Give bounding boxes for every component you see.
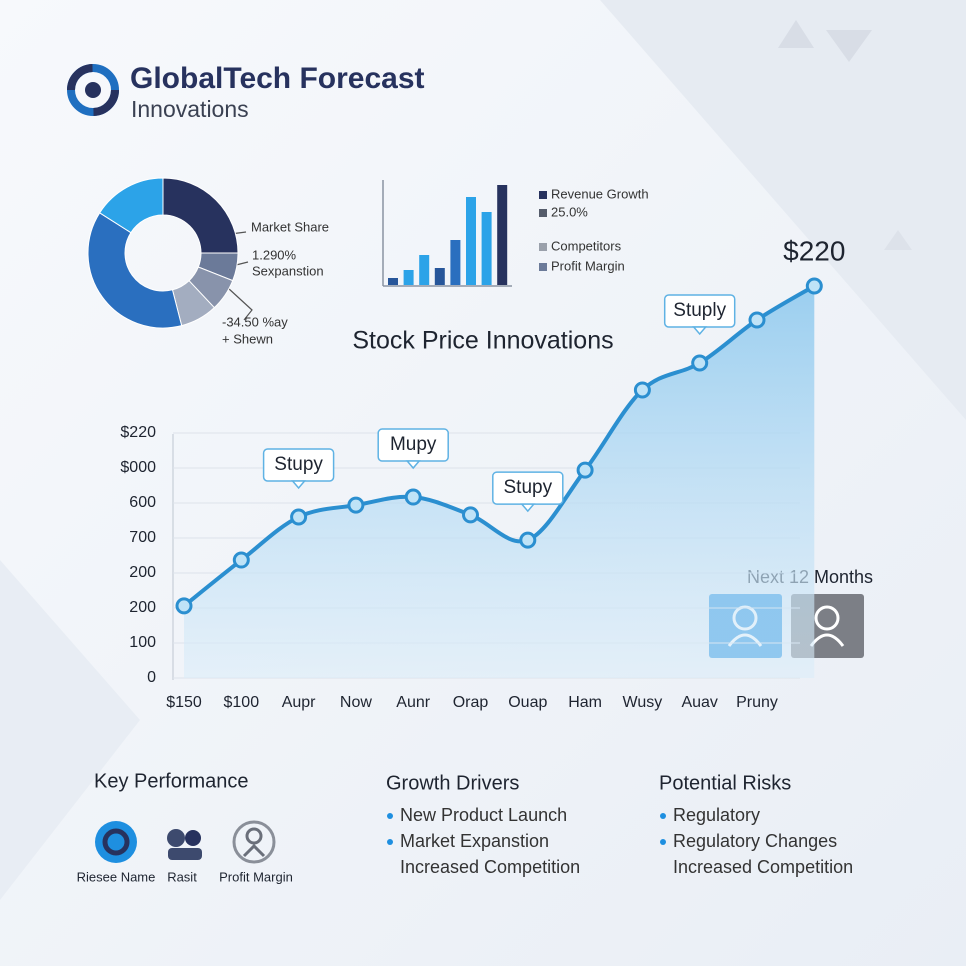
- x-tick-label: Orap: [453, 694, 489, 711]
- x-tick-label: Ouap: [508, 694, 547, 711]
- bg-shape: [778, 20, 814, 48]
- y-tick-label: 200: [129, 564, 156, 581]
- point: [404, 488, 422, 506]
- y-tick-label: 700: [129, 529, 156, 546]
- x-tick-label: Wusy: [623, 694, 663, 711]
- bg-shape: [0, 560, 140, 900]
- point: [175, 597, 193, 615]
- point: [462, 506, 479, 524]
- donut-slice: [162, 177, 239, 254]
- kpi-icon: [232, 820, 276, 864]
- list-item: Increased Competition: [400, 857, 580, 877]
- x-tick-label: Auav: [681, 694, 717, 711]
- callout-tip: [692, 326, 708, 336]
- legend-label: 25.0%: [551, 204, 588, 219]
- value-label: Stuply: [673, 300, 726, 321]
- point: [232, 551, 250, 569]
- bg-shape: [884, 230, 912, 250]
- bar-axes: [382, 180, 512, 287]
- point: [519, 531, 537, 549]
- x-tick-label: Ham: [568, 694, 602, 711]
- annotation: 1.290%: [252, 247, 297, 262]
- list-item: Increased Competition: [673, 857, 853, 877]
- value-label: $220: [783, 235, 845, 266]
- annotation: Sexpanstion: [252, 263, 324, 278]
- section-title: Potential Risks: [659, 772, 791, 794]
- bg-shape: [826, 30, 872, 62]
- area: [184, 286, 815, 678]
- section-title: Key Performance: [94, 770, 249, 792]
- bullet: [387, 839, 393, 845]
- x-tick-label: Pruny: [736, 694, 778, 711]
- bullet: [660, 813, 666, 819]
- value-label: Stupy: [504, 477, 553, 498]
- bar: [419, 255, 430, 285]
- list-item: Regulatory: [673, 805, 760, 825]
- donut-slice: [87, 212, 183, 329]
- x-tick-label: $150: [166, 694, 202, 711]
- y-tick-label: $000: [120, 459, 156, 476]
- point: [576, 461, 594, 479]
- y-tick-label: 100: [129, 634, 156, 651]
- x-tick-label: $100: [224, 694, 260, 711]
- callout-tip: [520, 503, 536, 513]
- y-tick-label: 0: [147, 669, 156, 686]
- kpi-label: Riesee Name: [77, 869, 156, 884]
- subtitle: Innovations: [131, 96, 249, 122]
- legend-label: Profit Margin: [551, 258, 625, 273]
- bar: [403, 270, 414, 285]
- donut-slice: [98, 177, 164, 234]
- annotation: Market Share: [251, 219, 329, 234]
- kpi-icon: [95, 821, 137, 863]
- x-tick-label: Aupr: [282, 694, 316, 711]
- title: GlobalTech Forecast: [130, 62, 425, 95]
- point: [347, 496, 365, 514]
- point: [805, 277, 823, 295]
- bar: [497, 185, 508, 285]
- x-tick-label: Now: [340, 694, 372, 711]
- callout-tip: [290, 480, 307, 490]
- legend-swatch: [539, 209, 547, 217]
- point: [633, 381, 651, 399]
- x-tick-label: Aunr: [396, 694, 430, 711]
- legend-swatch: [539, 263, 547, 271]
- annotation: -34.50 %ay: [222, 314, 288, 329]
- bar: [450, 240, 461, 285]
- kpi-label: Rasit: [167, 869, 197, 884]
- list-item: Market Expanstion: [400, 831, 549, 851]
- y-tick-label: 600: [129, 494, 156, 511]
- list-item: Regulatory Changes: [673, 831, 837, 851]
- legend-label: Revenue Growth: [551, 186, 649, 201]
- legend-label: Competitors: [551, 238, 622, 253]
- bg-shape: [600, 0, 966, 420]
- bar: [388, 278, 398, 285]
- callout-tip: [405, 460, 421, 470]
- kpi-icon: [167, 829, 202, 860]
- legend-swatch: [539, 243, 547, 251]
- logo: [67, 64, 119, 116]
- kpi-label: Profit Margin: [219, 869, 293, 884]
- chart-title: Stock Price Innovations: [352, 327, 613, 355]
- bar: [481, 212, 492, 285]
- list-item: New Product Launch: [400, 805, 567, 825]
- bullet: [660, 839, 666, 845]
- point: [290, 508, 308, 526]
- point: [691, 354, 709, 372]
- legend-swatch: [539, 191, 547, 199]
- bar: [434, 268, 445, 285]
- value-label: Stupy: [274, 454, 323, 475]
- bullet: [387, 813, 393, 819]
- section-title: Growth Drivers: [386, 772, 519, 794]
- value-label: Mupy: [390, 434, 437, 455]
- y-tick-label: $220: [120, 424, 156, 441]
- point: [748, 311, 766, 329]
- y-tick-label: 200: [129, 599, 156, 616]
- annotation: + Shewn: [222, 331, 273, 346]
- bar: [466, 197, 476, 285]
